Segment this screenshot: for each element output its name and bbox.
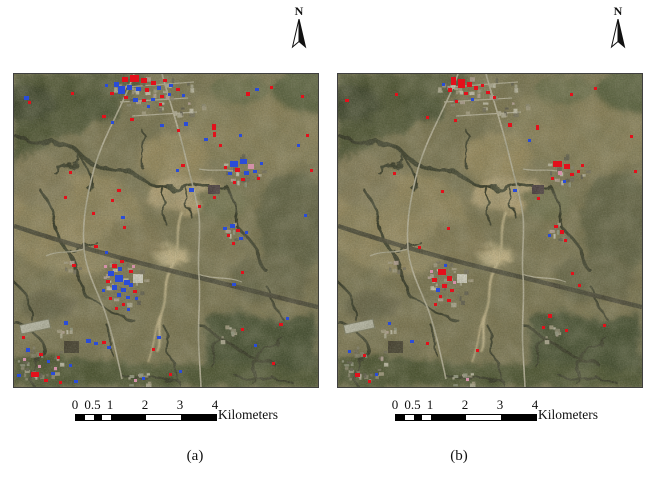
scale-unit-label: Kilometers	[538, 407, 598, 422]
scale-tick-label: 3	[496, 397, 504, 412]
panel-caption-a: (a)	[186, 448, 204, 464]
north-arrow-icon	[291, 19, 307, 49]
panel-caption-b: (b)	[450, 448, 468, 464]
scale-tick-label: 3	[176, 397, 184, 412]
scale-tick-label: 0.5	[84, 397, 101, 412]
scale-tick-row: 0 0.5 1 2 3 4	[71, 397, 310, 412]
scale-tick-label: 4	[211, 397, 219, 412]
satellite-map-panel-a	[13, 73, 319, 388]
scale-tick-label: 4	[531, 397, 539, 412]
north-arrow-icon	[610, 19, 626, 49]
scale-bar-segments	[75, 414, 217, 421]
scale-bar-b: 0 0.5 1 2 3 4 Kilometers	[391, 397, 630, 427]
scale-tick-label: 0	[71, 397, 79, 412]
north-arrow-a: N	[289, 5, 309, 49]
scale-bar-segments	[395, 414, 537, 421]
scale-bar-a: 0 0.5 1 2 3 4 Kilometers	[71, 397, 310, 427]
scale-tick-label: 2	[461, 397, 469, 412]
damage-markers-b	[345, 77, 637, 383]
satellite-image-a	[14, 74, 318, 387]
north-label: N	[294, 4, 304, 18]
scale-tick-label: 0	[391, 397, 399, 412]
damage-markers-a	[17, 75, 313, 384]
scale-tick-row: 0 0.5 1 2 3 4	[391, 397, 630, 412]
satellite-image-b	[338, 74, 642, 387]
scale-tick-label: 1	[106, 397, 114, 412]
scale-tick-label: 2	[141, 397, 149, 412]
north-arrow-b: N	[608, 5, 628, 49]
north-label: N	[613, 4, 623, 18]
scale-unit-label: Kilometers	[218, 407, 278, 422]
satellite-map-panel-b	[337, 73, 643, 388]
scale-tick-label: 1	[426, 397, 434, 412]
scale-tick-label: 0.5	[404, 397, 421, 412]
